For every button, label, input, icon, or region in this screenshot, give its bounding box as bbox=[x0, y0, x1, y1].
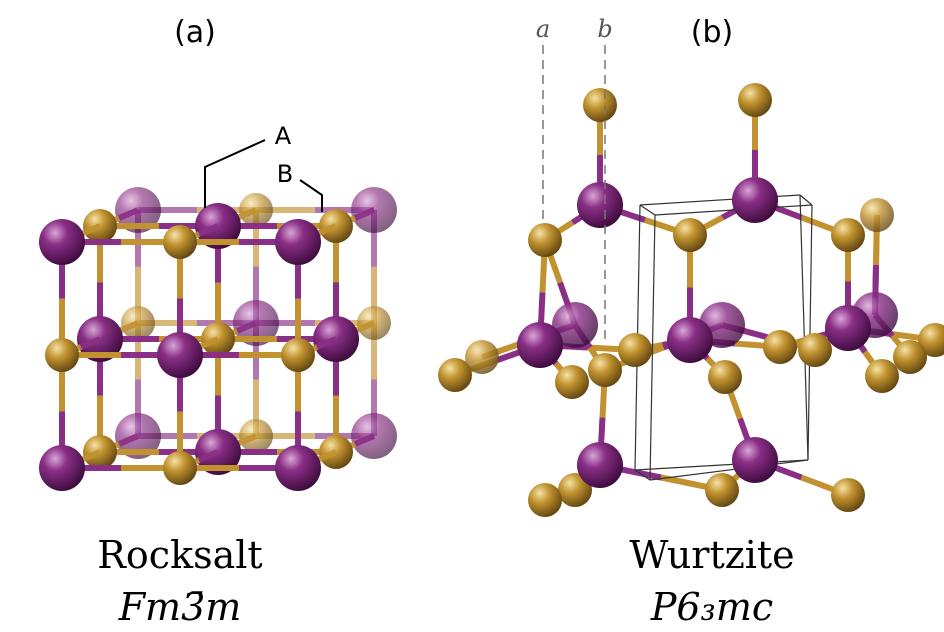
unit-cell-edge bbox=[640, 205, 655, 215]
cation bbox=[577, 442, 623, 488]
cation bbox=[517, 322, 563, 368]
space-group: P6₃mc bbox=[650, 585, 773, 629]
cation bbox=[732, 437, 778, 483]
cation bbox=[825, 305, 871, 351]
cation bbox=[732, 177, 778, 223]
anion bbox=[438, 358, 472, 392]
anion bbox=[528, 223, 562, 257]
anion bbox=[555, 365, 589, 399]
anion bbox=[45, 338, 79, 372]
anion bbox=[831, 478, 865, 512]
unit-cell-edge bbox=[808, 205, 812, 460]
structure-name: Rocksalt bbox=[97, 533, 262, 577]
cation bbox=[275, 445, 321, 491]
figure: A B a b (a) (b) Rocksalt Fm3̄m Wurtzite … bbox=[0, 0, 944, 632]
structure-name: Wurtzite bbox=[629, 533, 794, 577]
panel-label: (a) bbox=[174, 15, 216, 50]
cation bbox=[667, 317, 713, 363]
anion bbox=[860, 198, 894, 232]
anion bbox=[708, 360, 742, 394]
cation bbox=[39, 219, 85, 265]
wurtzite-structure bbox=[438, 83, 944, 517]
anion bbox=[865, 359, 899, 393]
anion bbox=[673, 218, 707, 252]
anion bbox=[763, 330, 797, 364]
anion bbox=[705, 473, 739, 507]
anion bbox=[893, 340, 927, 374]
anion bbox=[798, 333, 832, 367]
anion bbox=[583, 88, 617, 122]
anion bbox=[528, 483, 562, 517]
cation bbox=[275, 219, 321, 265]
cation bbox=[157, 332, 203, 378]
anion bbox=[163, 225, 197, 259]
unit-cell-edge bbox=[800, 195, 808, 460]
anion bbox=[163, 451, 197, 485]
space-group: Fm3̄m bbox=[118, 585, 242, 629]
anion bbox=[281, 338, 315, 372]
axis-label: b bbox=[597, 15, 612, 43]
anion bbox=[738, 83, 772, 117]
anion bbox=[618, 333, 652, 367]
anion bbox=[831, 218, 865, 252]
anion bbox=[588, 353, 622, 387]
site-label: A bbox=[275, 122, 292, 150]
site-label: B bbox=[277, 160, 293, 188]
rocksalt-structure bbox=[39, 187, 397, 491]
axis-label: a bbox=[536, 15, 550, 43]
cation bbox=[577, 182, 623, 228]
panel-label: (b) bbox=[691, 15, 733, 50]
cation bbox=[39, 445, 85, 491]
unit-cell-edge bbox=[800, 195, 812, 205]
